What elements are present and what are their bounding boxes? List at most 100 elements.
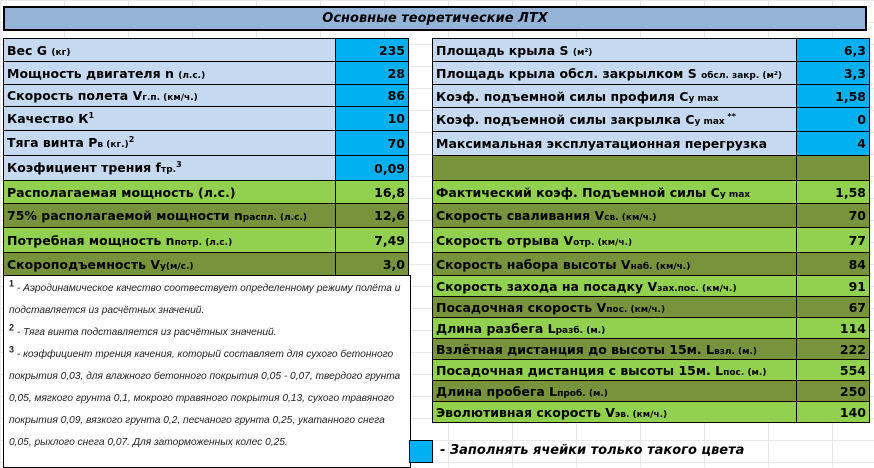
legend-text: - Заполнять ячейки только такого цвета: [440, 443, 745, 458]
table-row: Скорость отрыва Vотр. (км/ч.) 77: [432, 227, 870, 253]
legend-color-swatch: [409, 440, 433, 463]
left-parameters-table: Вес G (кг) 235 Мощность двигателя n (л.с.)…: [3, 38, 409, 276]
label-unit: (км/ч.): [163, 93, 198, 103]
label-subscript: проб.: [557, 388, 589, 399]
table-row: Коэф. подъемной силы профиля Cy max 1,58: [432, 84, 870, 108]
input-cell[interactable]: 28: [335, 61, 409, 85]
table-row: Скороподъемность Vy(м/с.) 3,0: [3, 252, 409, 276]
input-cell[interactable]: 70: [335, 130, 409, 156]
label-subscript: эв.: [614, 409, 633, 420]
result-cell: 91: [796, 275, 870, 297]
label-name: Посадочная дистанция с высоты 15м. L: [436, 362, 724, 378]
input-cell[interactable]: 6,3: [796, 38, 870, 62]
table-row: Располагаемая мощность (л.с.) 16,8: [3, 180, 409, 204]
row-label: [432, 155, 797, 181]
footnote: 3 - коэффициент трения качения, который …: [9, 344, 405, 454]
row-label: Вес G (кг): [3, 38, 336, 62]
label-unit: (км/ч.): [630, 304, 666, 315]
label-name: Скорость захода на посадку V: [436, 278, 658, 294]
result-cell: 140: [796, 401, 870, 423]
label-unit: (м²): [572, 47, 593, 58]
label-name: Располагаемая мощность (л.с.): [7, 184, 236, 200]
label-name: 75% располагаемой мощности n: [7, 208, 243, 223]
label-subscript: тр.: [161, 165, 177, 176]
right-parameters-table: Площадь крыла S (м²) 6,3 Площадь крыла обс…: [432, 38, 870, 423]
table-row: Посадочная дистанция с высоты 15м. Lпос.…: [432, 359, 870, 381]
label-subscript: наб.: [630, 261, 656, 272]
label-name: Скорость сваливания V: [436, 208, 605, 223]
footnote: 2 - Тяга винта подставляется из расчётны…: [9, 322, 405, 344]
footnote: 1 - Аэродинамическое качество соотвеству…: [9, 278, 405, 322]
label-subscript: взл.: [713, 346, 739, 357]
input-cell[interactable]: 10: [335, 106, 409, 131]
label-name: Потребная мощность n: [7, 232, 175, 248]
result-cell: 84: [796, 252, 870, 276]
result-cell: 3,0: [335, 252, 409, 276]
label-unit: (м²): [762, 70, 782, 81]
label-unit: (л.с.): [279, 213, 307, 223]
footnote-number: 2: [9, 322, 15, 333]
input-cell[interactable]: 0: [796, 107, 870, 132]
footnotes: 1 - Аэродинамическое качество соотвеству…: [3, 275, 411, 468]
label-unit: (кг.): [106, 140, 129, 151]
label-name: Эволютивная скорость V: [436, 404, 615, 420]
row-label: Взлётная дистанция до высоты 15м. Lвзл. …: [432, 338, 797, 360]
label-subscript: св.: [604, 213, 622, 223]
table-row: [432, 155, 870, 181]
label-name: Тяга винта P: [7, 135, 98, 151]
label-name: Максимальная эксплуатационная перегрузка: [436, 136, 768, 151]
input-cell[interactable]: 235: [335, 38, 409, 62]
label-unit: (км/ч.): [655, 261, 691, 272]
result-cell: 16,8: [335, 180, 409, 204]
table-row: Посадочная скорость Vпос. (км/ч.) 67: [432, 296, 870, 318]
input-cell[interactable]: 0,09: [335, 155, 409, 181]
label-name: Мощность двигателя n: [7, 65, 179, 81]
label-name: Площадь крыла S: [436, 42, 573, 58]
label-unit: (м.): [747, 367, 767, 378]
input-cell[interactable]: 3,3: [796, 61, 870, 85]
table-row: Длина пробега Lпроб. (м.) 250: [432, 380, 870, 402]
label-name: Фактический коэф. Подъемной силы C: [436, 184, 720, 200]
row-label: Потребная мощность nпотр. (л.с.): [3, 227, 336, 253]
label-subscript: потр.: [174, 237, 206, 248]
label-name: Взлётная дистанция до высоты 15м. L: [436, 341, 714, 357]
row-label: Располагаемая мощность (л.с.): [3, 180, 336, 204]
label-name: Коэф. подъемной силы профиля C: [436, 88, 689, 104]
table-row: Вес G (кг) 235: [3, 38, 409, 62]
row-label: Эволютивная скорость Vэв. (км/ч.): [432, 401, 797, 423]
input-cell[interactable]: 4: [796, 131, 870, 156]
input-cell[interactable]: 1,58: [796, 84, 870, 108]
result-cell: 250: [796, 380, 870, 402]
table-row: Длина разбега Lразб. (м.) 114: [432, 317, 870, 339]
label-footnote-mark: 1: [88, 110, 95, 120]
table-row: Площадь крыла обсл. закрылком S обсл. за…: [432, 61, 870, 85]
result-cell: 222: [796, 338, 870, 360]
table-row: Скорость набора высоты Vнаб. (км/ч.) 84: [432, 252, 870, 276]
result-cell: 70: [796, 203, 870, 228]
table-row: Потребная мощность nпотр. (л.с.) 7,49: [3, 227, 409, 253]
row-label: Скорость сваливания Vсв. (км/ч.): [432, 203, 797, 228]
row-label: Скорость полета Vг.п. (км/ч.): [3, 84, 336, 107]
label-unit: (м.): [588, 388, 608, 399]
label-subscript: отр.: [573, 237, 598, 248]
label-unit: (км/ч.): [702, 283, 737, 294]
label-subscript: y max: [719, 189, 751, 200]
row-label: Коэф. подъемной силы закрылка Cy max **: [432, 107, 797, 132]
label-unit: (л.с.): [178, 70, 206, 81]
label-subscript: пос.: [606, 304, 631, 315]
row-label: Длина пробега Lпроб. (м.): [432, 380, 797, 402]
input-cell[interactable]: 86: [335, 84, 409, 107]
label-name: Длина пробега L: [436, 383, 558, 399]
label-subscript: y max: [688, 93, 719, 104]
table-row: Коэфициент трения fтр.3 0,09: [3, 155, 409, 181]
footnote-number: 1: [9, 278, 15, 289]
label-name: Скорость полета V: [7, 88, 143, 103]
label-unit: (кг): [51, 47, 71, 58]
row-label: Скорость отрыва Vотр. (км/ч.): [432, 227, 797, 253]
row-label: Площадь крыла обсл. закрылком S обсл. за…: [432, 61, 797, 85]
row-label: Посадочная скорость Vпос. (км/ч.): [432, 296, 797, 318]
table-row: Мощность двигателя n (л.с.) 28: [3, 61, 409, 85]
row-label: Тяга винта Pв (кг.)2: [3, 130, 336, 156]
result-cell: 554: [796, 359, 870, 381]
sheet-title: Основные теоретические ЛТХ: [3, 6, 867, 31]
